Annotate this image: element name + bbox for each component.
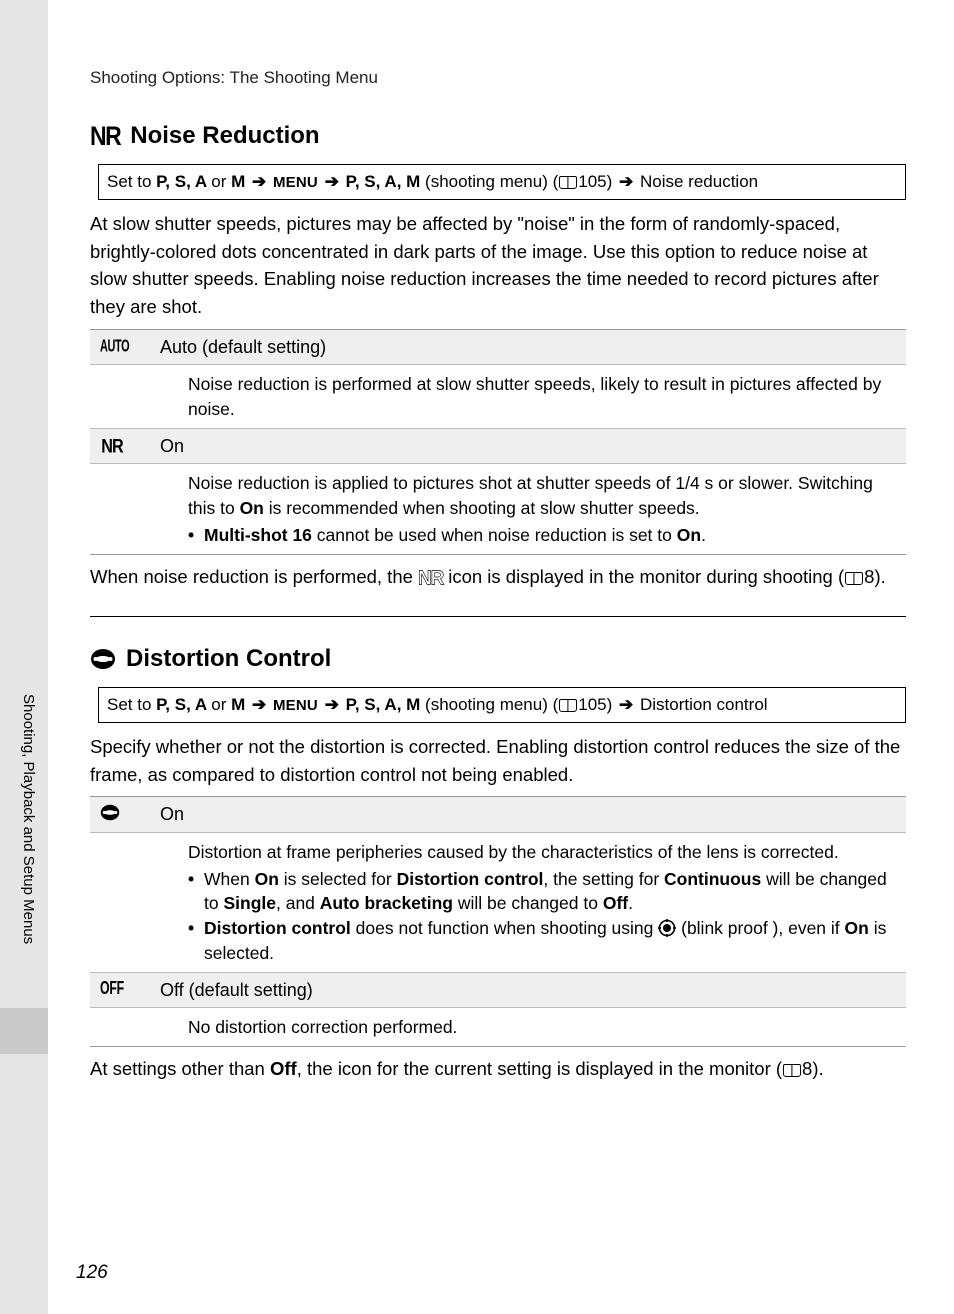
bc-dest: Noise reduction [640, 172, 758, 191]
book-icon [783, 1064, 801, 1077]
nr-small-icon: NR [90, 434, 160, 459]
option-desc: No distortion correction performed. [160, 1013, 900, 1042]
off-icon: OFF [90, 978, 160, 1003]
bc-or: or [211, 695, 231, 714]
bc-prefix: Set to [107, 172, 156, 191]
distortion-small-icon [90, 802, 160, 827]
nr-outline-icon: NR [418, 563, 443, 594]
arrow-icon: ➔ [252, 172, 266, 191]
option-row-on-desc: Noise reduction is applied to pictures s… [90, 463, 906, 554]
option-row-auto-desc: Noise reduction is performed at slow shu… [90, 364, 906, 428]
nr-icon: NR [90, 120, 120, 151]
option-row-on: NR On [90, 428, 906, 463]
running-head: Shooting Options: The Shooting Menu [90, 68, 906, 88]
arrow-icon: ➔ [619, 695, 633, 714]
bc-menu: MENU [273, 697, 318, 714]
bc-modeM: M [231, 695, 250, 714]
option-row-dc-on-desc: Distortion at frame peripheries caused b… [90, 832, 906, 972]
blink-proof-icon [658, 919, 676, 937]
page-number: 126 [76, 1262, 108, 1284]
option-label: Auto (default setting) [160, 335, 900, 360]
nr-para2: When noise reduction is performed, the N… [90, 563, 906, 593]
section-divider [90, 616, 906, 617]
option-row-dc-on: On [90, 797, 906, 831]
arrow-icon: ➔ [325, 695, 339, 714]
arrow-icon: ➔ [619, 172, 633, 191]
bullet: When On is selected for Distortion contr… [188, 867, 900, 917]
bc-pageref: 105) [578, 695, 617, 714]
option-row-auto: AUTO Auto (default setting) [90, 330, 906, 364]
distortion-breadcrumb: Set to P, S, A or M ➔ MENU ➔ P, S, A, M … [98, 687, 906, 723]
side-tab-text: Shooting, Playback and Setup Menus [20, 694, 37, 944]
bc-pageref: 105) [578, 172, 617, 191]
option-row-dc-off: OFF Off (default setting) [90, 972, 906, 1007]
noise-reduction-title: Noise Reduction [130, 122, 319, 150]
option-row-dc-off-desc: No distortion correction performed. [90, 1007, 906, 1046]
bc-modes2: P, S, A, M [346, 695, 421, 714]
book-icon [559, 699, 577, 712]
auto-icon: AUTO [90, 335, 160, 360]
book-icon [559, 176, 577, 189]
nr-para1: At slow shutter speeds, pictures may be … [90, 210, 906, 321]
option-desc: Distortion at frame peripheries caused b… [160, 838, 900, 968]
bc-shooting: (shooting menu) ( [420, 172, 558, 191]
bc-prefix: Set to [107, 695, 156, 714]
bc-dest: Distortion control [640, 695, 768, 714]
option-label: Off (default setting) [160, 978, 900, 1003]
bc-or: or [211, 172, 231, 191]
bc-modes2: P, S, A, M [346, 172, 421, 191]
nr-options: AUTO Auto (default setting) Noise reduct… [90, 329, 906, 555]
distortion-heading: Distortion Control [90, 645, 906, 673]
distortion-icon [90, 648, 116, 670]
dc-options: On Distortion at frame peripheries cause… [90, 796, 906, 1046]
bc-shooting: (shooting menu) ( [420, 695, 558, 714]
option-desc: Noise reduction is applied to pictures s… [160, 469, 900, 550]
dc-para1: Specify whether or not the distortion is… [90, 733, 906, 789]
bc-modeM: M [231, 172, 250, 191]
noise-reduction-heading: NR Noise Reduction [90, 122, 906, 150]
page-content: Shooting Options: The Shooting Menu NR N… [48, 0, 954, 1314]
distortion-title: Distortion Control [126, 645, 331, 673]
book-icon [845, 572, 863, 585]
bullet: Distortion control does not function whe… [188, 916, 900, 966]
bc-menu: MENU [273, 174, 318, 191]
bc-modes1: P, S, A [156, 695, 211, 714]
arrow-icon: ➔ [325, 172, 339, 191]
side-tab: Shooting, Playback and Setup Menus [20, 694, 48, 1044]
dc-para2: At settings other than Off, the icon for… [90, 1055, 906, 1083]
bc-modes1: P, S, A [156, 172, 211, 191]
side-tab-marker [0, 1008, 48, 1054]
option-label: On [160, 802, 900, 827]
arrow-icon: ➔ [252, 695, 266, 714]
option-label: On [160, 434, 900, 459]
option-desc: Noise reduction is performed at slow shu… [160, 370, 900, 424]
noise-reduction-breadcrumb: Set to P, S, A or M ➔ MENU ➔ P, S, A, M … [98, 164, 906, 200]
bullet: Multi-shot 16 cannot be used when noise … [188, 523, 900, 548]
